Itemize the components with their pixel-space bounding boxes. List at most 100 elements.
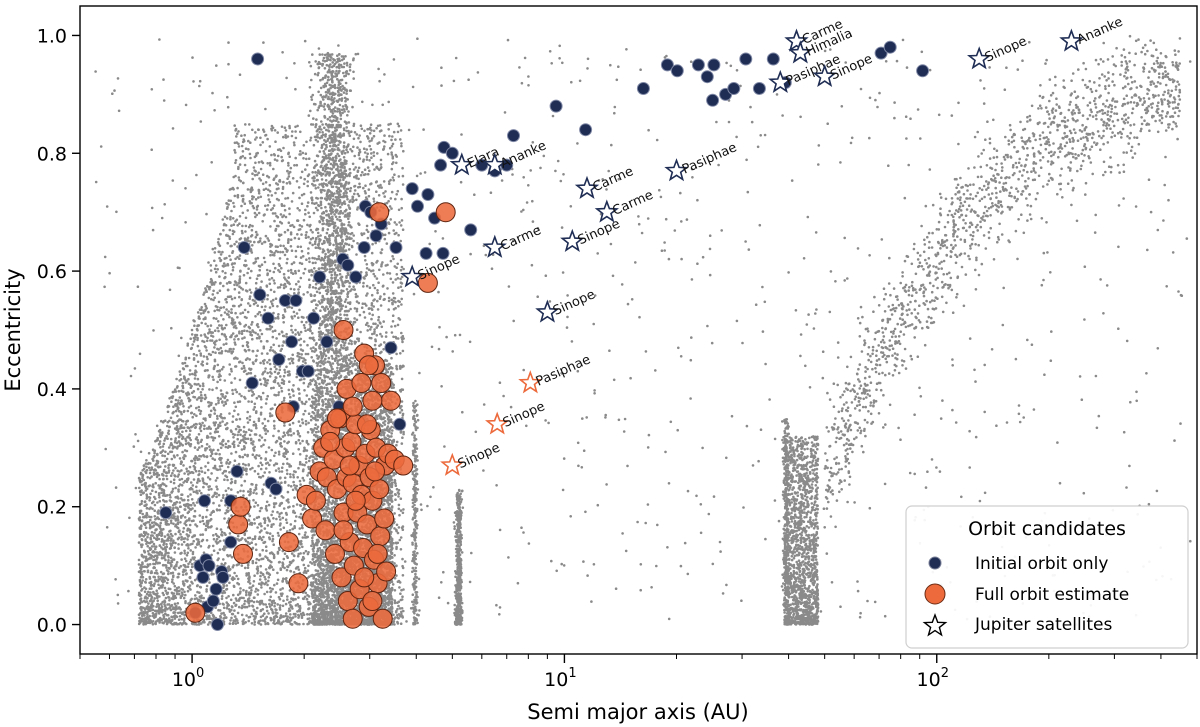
background-point — [247, 325, 251, 329]
background-point — [379, 158, 383, 162]
background-point — [206, 476, 210, 479]
background-point — [297, 552, 301, 556]
background-point — [205, 482, 208, 486]
background-point — [274, 376, 278, 379]
background-point — [205, 617, 209, 621]
background-point — [393, 589, 397, 592]
background-point — [233, 409, 236, 413]
background-point — [273, 219, 276, 223]
background-point — [218, 275, 221, 278]
background-point — [353, 189, 357, 192]
background-point — [178, 589, 181, 593]
background-point — [304, 329, 307, 333]
background-point — [210, 297, 213, 301]
background-point — [234, 597, 238, 600]
background-point — [278, 332, 281, 336]
background-point — [302, 622, 305, 626]
background-point — [216, 487, 219, 491]
background-point — [383, 140, 387, 144]
background-point — [300, 320, 304, 324]
background-point — [390, 331, 394, 334]
background-point — [160, 540, 164, 543]
background-point — [264, 603, 268, 606]
background-point — [222, 343, 226, 346]
background-point — [271, 304, 275, 308]
background-point — [195, 538, 199, 541]
background-point — [301, 421, 305, 425]
background-point — [220, 326, 224, 330]
background-point — [265, 285, 269, 288]
background-point — [370, 303, 374, 307]
background-point — [268, 532, 272, 535]
background-point — [253, 620, 257, 624]
background-point — [297, 532, 301, 536]
background-point — [374, 322, 377, 326]
background-point — [180, 469, 183, 472]
background-point — [396, 323, 400, 327]
background-point — [213, 423, 216, 426]
background-point — [274, 297, 278, 301]
background-point — [259, 522, 262, 525]
background-point — [255, 233, 259, 236]
background-point — [179, 521, 182, 524]
background-point — [268, 519, 271, 523]
background-point — [236, 593, 240, 597]
background-point — [252, 362, 255, 366]
background-point — [225, 342, 228, 346]
background-point — [389, 277, 393, 281]
background-point — [371, 242, 374, 246]
background-point — [215, 317, 218, 321]
background-point — [184, 357, 187, 361]
background-point — [288, 616, 292, 619]
background-point — [167, 429, 171, 433]
background-point — [251, 483, 254, 486]
background-point — [370, 156, 373, 159]
background-point — [141, 512, 144, 516]
background-point — [364, 173, 367, 176]
background-point — [226, 241, 229, 245]
background-point — [179, 552, 183, 555]
background-point — [179, 595, 183, 598]
background-point — [250, 400, 253, 404]
background-point — [287, 161, 290, 165]
background-point — [294, 269, 297, 273]
background-point — [223, 517, 226, 520]
background-point — [207, 488, 211, 491]
background-point — [150, 468, 154, 471]
background-point — [195, 414, 198, 418]
background-point — [220, 464, 224, 468]
background-point — [250, 599, 254, 603]
background-point — [241, 224, 244, 228]
background-point — [383, 233, 387, 237]
background-point — [235, 135, 238, 138]
background-point — [268, 145, 272, 148]
background-point — [208, 581, 211, 584]
background-point — [258, 268, 262, 272]
background-point — [395, 273, 399, 276]
background-point — [304, 591, 308, 595]
background-point — [186, 364, 189, 368]
background-point — [153, 614, 156, 618]
background-point — [245, 372, 249, 376]
background-point — [199, 586, 203, 589]
background-point — [239, 269, 242, 273]
background-point — [143, 504, 146, 508]
background-point — [297, 316, 300, 320]
background-point — [218, 539, 222, 543]
background-point — [382, 273, 385, 276]
background-point — [299, 256, 303, 259]
background-point — [245, 572, 248, 575]
background-point — [368, 144, 372, 148]
background-point — [233, 615, 237, 618]
background-point — [176, 406, 180, 410]
background-point — [286, 615, 289, 618]
background-point — [330, 326, 334, 329]
background-point — [254, 358, 258, 362]
background-point — [161, 572, 165, 576]
background-point — [155, 605, 158, 608]
background-point — [169, 480, 173, 484]
background-point — [161, 431, 164, 434]
background-point — [186, 565, 190, 568]
background-point — [260, 352, 264, 355]
background-point — [189, 568, 193, 572]
